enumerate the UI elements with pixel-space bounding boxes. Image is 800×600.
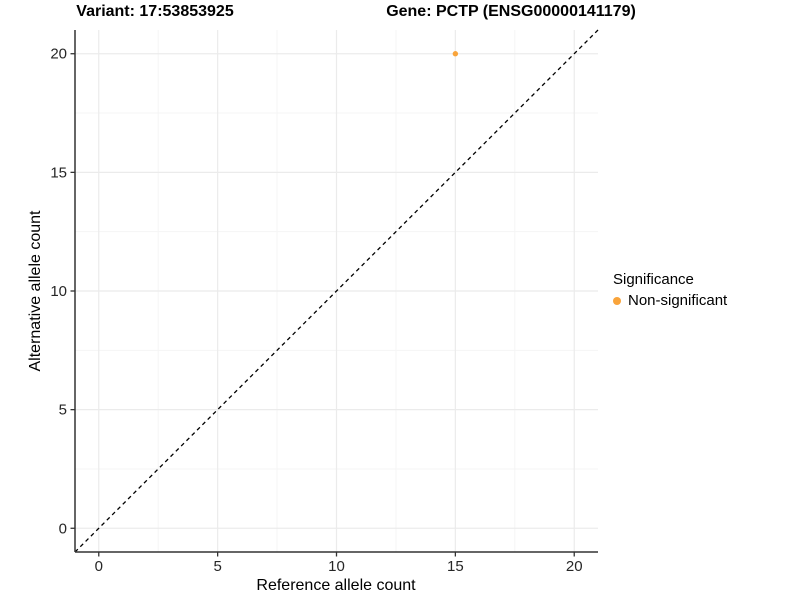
variant-title: Variant: 17:53853925 — [76, 3, 234, 20]
x-axis-title: Reference allele count — [256, 577, 416, 594]
y-tick-label: 0 — [59, 520, 67, 537]
legend-item-label: Non-significant — [628, 292, 728, 309]
x-tick-label: 20 — [566, 558, 583, 575]
y-tick-label: 20 — [50, 46, 67, 63]
data-point — [452, 51, 459, 57]
y-tick-label: 15 — [50, 164, 67, 181]
legend-point-icon — [613, 296, 621, 305]
legend: Significance Non-significant — [613, 271, 727, 309]
y-axis-title: Alternative allele count — [27, 210, 44, 372]
x-tick-label: 5 — [213, 558, 221, 575]
x-tick-label: 0 — [95, 558, 103, 575]
gene-title: Gene: PCTP (ENSG00000141179) — [386, 3, 636, 20]
y-tick-label: 10 — [50, 283, 67, 300]
identity-dashed-line — [74, 29, 599, 553]
x-tick-label: 15 — [447, 558, 464, 575]
legend-item-non-significant: Non-significant — [613, 292, 727, 309]
y-tick-label: 5 — [59, 402, 67, 419]
x-tick-label: 10 — [328, 558, 345, 575]
legend-title: Significance — [613, 271, 694, 288]
